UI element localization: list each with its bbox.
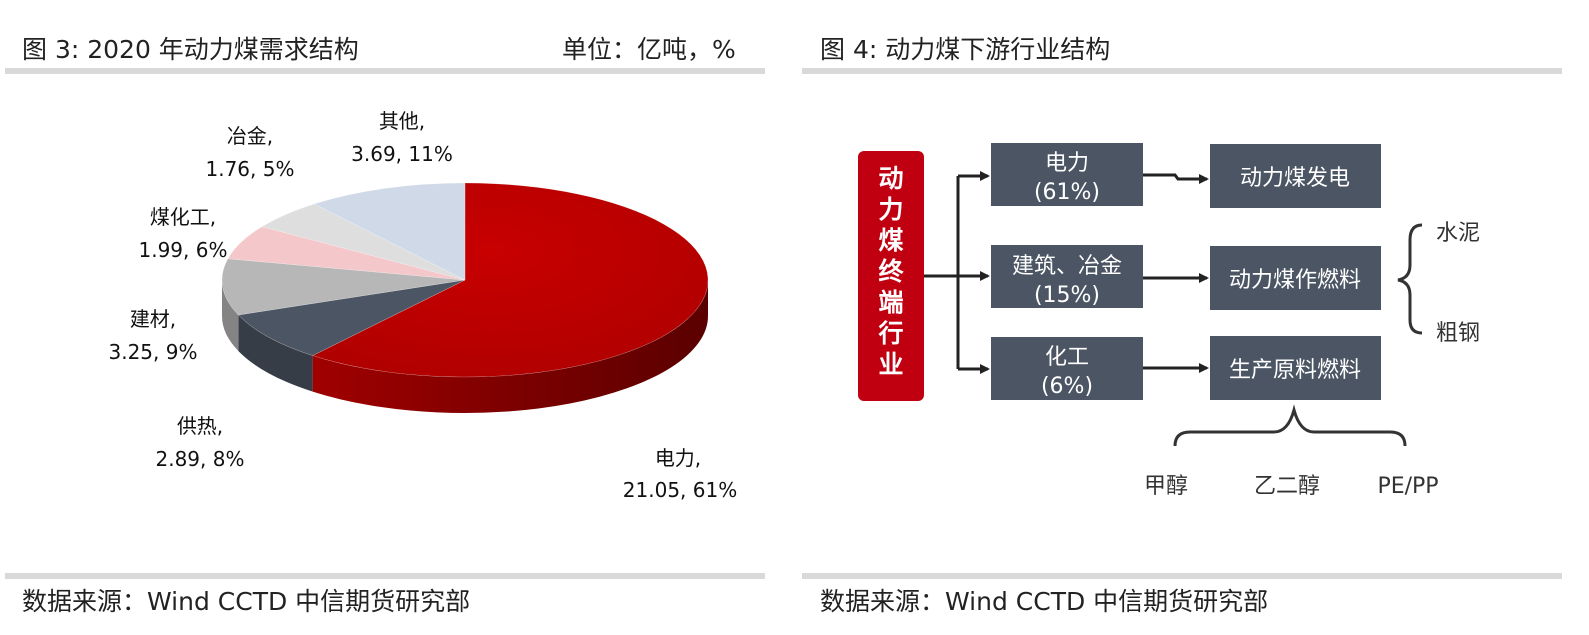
title-rule-right bbox=[802, 68, 1562, 74]
chem-product-methanol: 甲醇 bbox=[1144, 474, 1188, 499]
figure3-unit: 单位：亿吨，% bbox=[562, 35, 736, 64]
pie-label-value-2: 3.25, 9% bbox=[109, 340, 198, 364]
fuel-uses-brace bbox=[1397, 223, 1423, 335]
pie-label-value-4: 1.76, 5% bbox=[206, 157, 295, 181]
pie-slice-3 bbox=[227, 226, 466, 281]
pie-label-value-5: 3.69, 11% bbox=[351, 142, 453, 166]
pie-slice-4 bbox=[261, 203, 466, 281]
source-rule-right bbox=[802, 573, 1562, 579]
pie-chart: 电力, 21.05, 61% 供热, 2.89, 8% 建材, 3.25, 9% 煤化工, 1… bbox=[109, 109, 738, 502]
sector-box-construction bbox=[991, 245, 1143, 308]
target-box-feedstock bbox=[1210, 336, 1381, 400]
pie-label-name-3: 煤化工, bbox=[150, 205, 216, 229]
target-box-power-gen bbox=[1210, 144, 1381, 208]
chem-products-brace bbox=[1173, 404, 1407, 447]
target-power-gen: 动力煤发电 bbox=[1240, 166, 1350, 191]
pie-side-2 bbox=[222, 280, 239, 351]
sector-name-power: 电力 bbox=[1045, 151, 1089, 176]
left-panel: 图 3: 2020 年动力煤需求结构 单位：亿吨，% 电力, 21.05, 61%… bbox=[0, 0, 780, 635]
pie-slice-1 bbox=[237, 279, 466, 356]
pie-label-name-4: 冶金, bbox=[227, 124, 273, 148]
fuel-use-cement: 水泥 bbox=[1436, 221, 1480, 246]
sector-box-chemical bbox=[991, 337, 1143, 400]
target-fuel: 动力煤作燃料 bbox=[1229, 268, 1361, 293]
root-label: 动力煤终端行业 bbox=[877, 164, 904, 379]
chem-product-glycol: 乙二醇 bbox=[1254, 474, 1320, 499]
pie-slice-5 bbox=[313, 182, 466, 281]
pie-label-name-5: 其他, bbox=[379, 109, 425, 133]
root-box bbox=[858, 151, 924, 401]
pie-slice-2 bbox=[221, 258, 466, 316]
sector-share-power: (61%) bbox=[1034, 180, 1100, 205]
chem-product-pepp: PE/PP bbox=[1377, 474, 1438, 499]
sector-share-construction: (15%) bbox=[1034, 283, 1100, 308]
pie-side-1 bbox=[238, 314, 313, 392]
pie-label-name-0: 电力, bbox=[655, 446, 701, 470]
title-rule bbox=[5, 68, 765, 74]
figure4-source: 数据来源：Wind CCTD 中信期货研究部 bbox=[820, 587, 1269, 616]
sector-box-power bbox=[991, 143, 1143, 206]
pie-label-name-1: 供热, bbox=[177, 414, 223, 438]
pie-label-value-1: 2.89, 8% bbox=[156, 447, 245, 471]
target-box-fuel bbox=[1210, 246, 1381, 310]
fuel-use-steel: 粗钢 bbox=[1436, 321, 1480, 346]
pie-label-name-2: 建材, bbox=[130, 307, 176, 331]
sector-name-construction: 建筑、冶金 bbox=[1012, 254, 1122, 279]
right-panel: 图 4: 动力煤下游行业结构 动力煤终端行业 电力 (61%) 建筑、冶金 (1… bbox=[800, 0, 1589, 635]
arrow-power-target bbox=[1143, 173, 1209, 184]
sector-share-chemical: (6%) bbox=[1041, 374, 1093, 399]
industry-flow-diagram: 动力煤终端行业 电力 (61%) 建筑、冶金 (15%) 化工 (6%) 动力煤… bbox=[858, 143, 1480, 499]
target-feedstock: 生产原料燃料 bbox=[1229, 358, 1361, 383]
pie-side-0 bbox=[312, 280, 708, 413]
pie-label-value-0: 21.05, 61% bbox=[623, 478, 737, 502]
figure3-title: 图 3: 2020 年动力煤需求结构 bbox=[22, 35, 359, 64]
figure4-title: 图 4: 动力煤下游行业结构 bbox=[820, 35, 1111, 64]
pie-label-value-3: 1.99, 6% bbox=[139, 238, 228, 262]
sector-name-chemical: 化工 bbox=[1045, 345, 1089, 370]
pie-slice-0 bbox=[311, 182, 709, 378]
figure3-source: 数据来源：Wind CCTD 中信期货研究部 bbox=[22, 587, 471, 616]
source-rule bbox=[5, 573, 765, 579]
